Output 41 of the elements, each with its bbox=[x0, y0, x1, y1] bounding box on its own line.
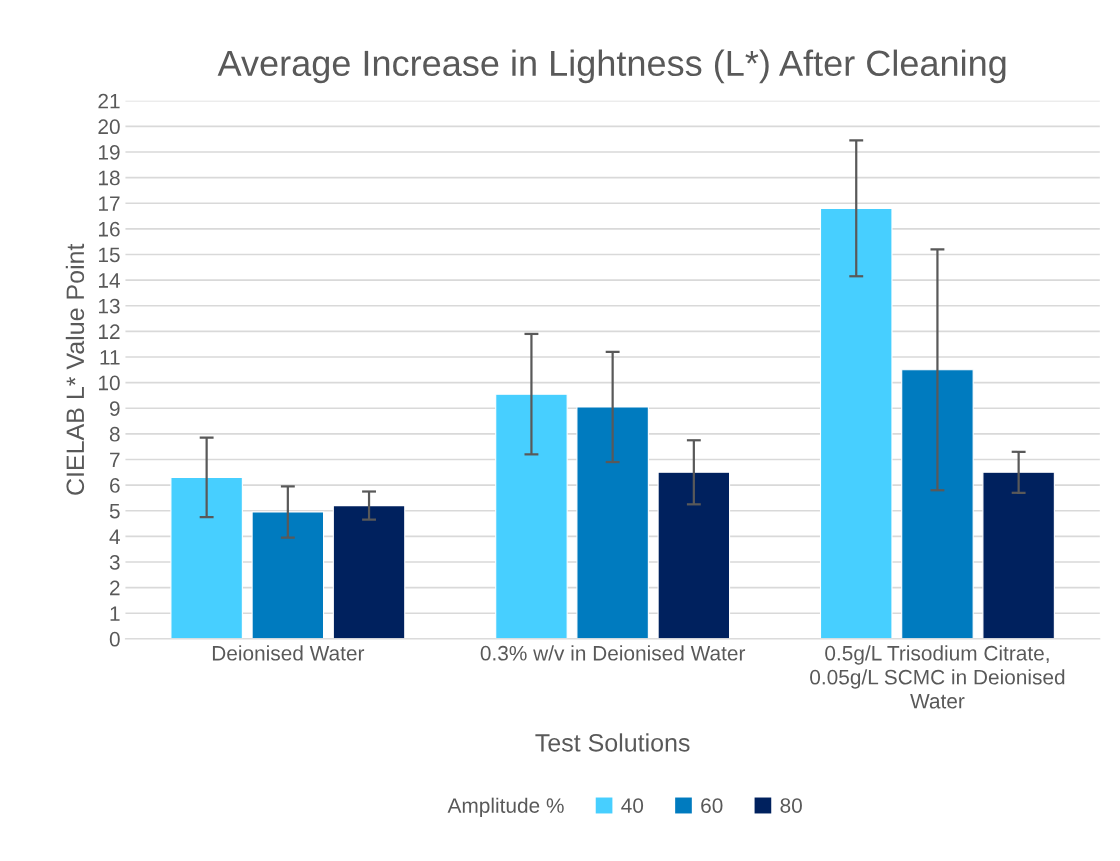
y-tick-label: 20 bbox=[98, 119, 120, 135]
y-tick-label: 17 bbox=[99, 196, 120, 211]
y-tick-label: 6 bbox=[110, 478, 120, 493]
x-tick-label: Deionised Water bbox=[212, 645, 365, 661]
y-tick-label: 10 bbox=[99, 375, 120, 391]
bar bbox=[901, 369, 974, 639]
y-tick-label: 0 bbox=[109, 631, 120, 647]
y-tick-label: 5 bbox=[109, 503, 120, 519]
x-tick-label: 0.5g/L Trisodium Citrate, 0.05g/L SCMC in Deionised Water bbox=[810, 645, 1065, 709]
y-tick-label: 15 bbox=[99, 247, 120, 263]
y-tick-label: 7 bbox=[110, 452, 120, 468]
y-tick-label: 13 bbox=[99, 298, 120, 314]
x-tick-label: 0.3% w/v in Deionised Water bbox=[480, 645, 746, 661]
y-tick-label: 14 bbox=[99, 273, 120, 288]
y-tick-label: 11 bbox=[100, 350, 120, 365]
y-tick-label: 21 bbox=[98, 93, 120, 109]
bar bbox=[657, 471, 731, 639]
y-tick-label: 1 bbox=[110, 606, 120, 621]
y-tick-label: 4 bbox=[109, 529, 120, 544]
chart-title: Average Increase in Lightness (L*) After Cleaning bbox=[217, 49, 1006, 84]
bar bbox=[495, 393, 568, 639]
x-axis-title: Test Solutions bbox=[535, 733, 690, 752]
legend-label: 80 bbox=[780, 798, 802, 813]
y-tick-label: 9 bbox=[109, 401, 120, 416]
bar bbox=[251, 511, 325, 639]
y-tick-label: 8 bbox=[109, 426, 120, 442]
bar bbox=[170, 476, 243, 639]
legend-label: 60 bbox=[701, 798, 723, 813]
y-axis-title: CIELAB L* Value Point bbox=[65, 243, 85, 495]
bar bbox=[576, 406, 649, 639]
y-tick-label: 2 bbox=[110, 580, 120, 596]
y-tick-label: 19 bbox=[99, 144, 120, 160]
y-tick-label: 16 bbox=[99, 221, 120, 237]
bar bbox=[332, 505, 406, 639]
legend-title: Amplitude % bbox=[447, 797, 564, 818]
y-tick-label: 3 bbox=[109, 554, 120, 570]
y-tick-label: 18 bbox=[99, 170, 120, 186]
bar bbox=[982, 471, 1055, 639]
bar bbox=[819, 207, 893, 639]
legend-label: 40 bbox=[621, 798, 644, 813]
y-tick-label: 12 bbox=[99, 324, 120, 339]
